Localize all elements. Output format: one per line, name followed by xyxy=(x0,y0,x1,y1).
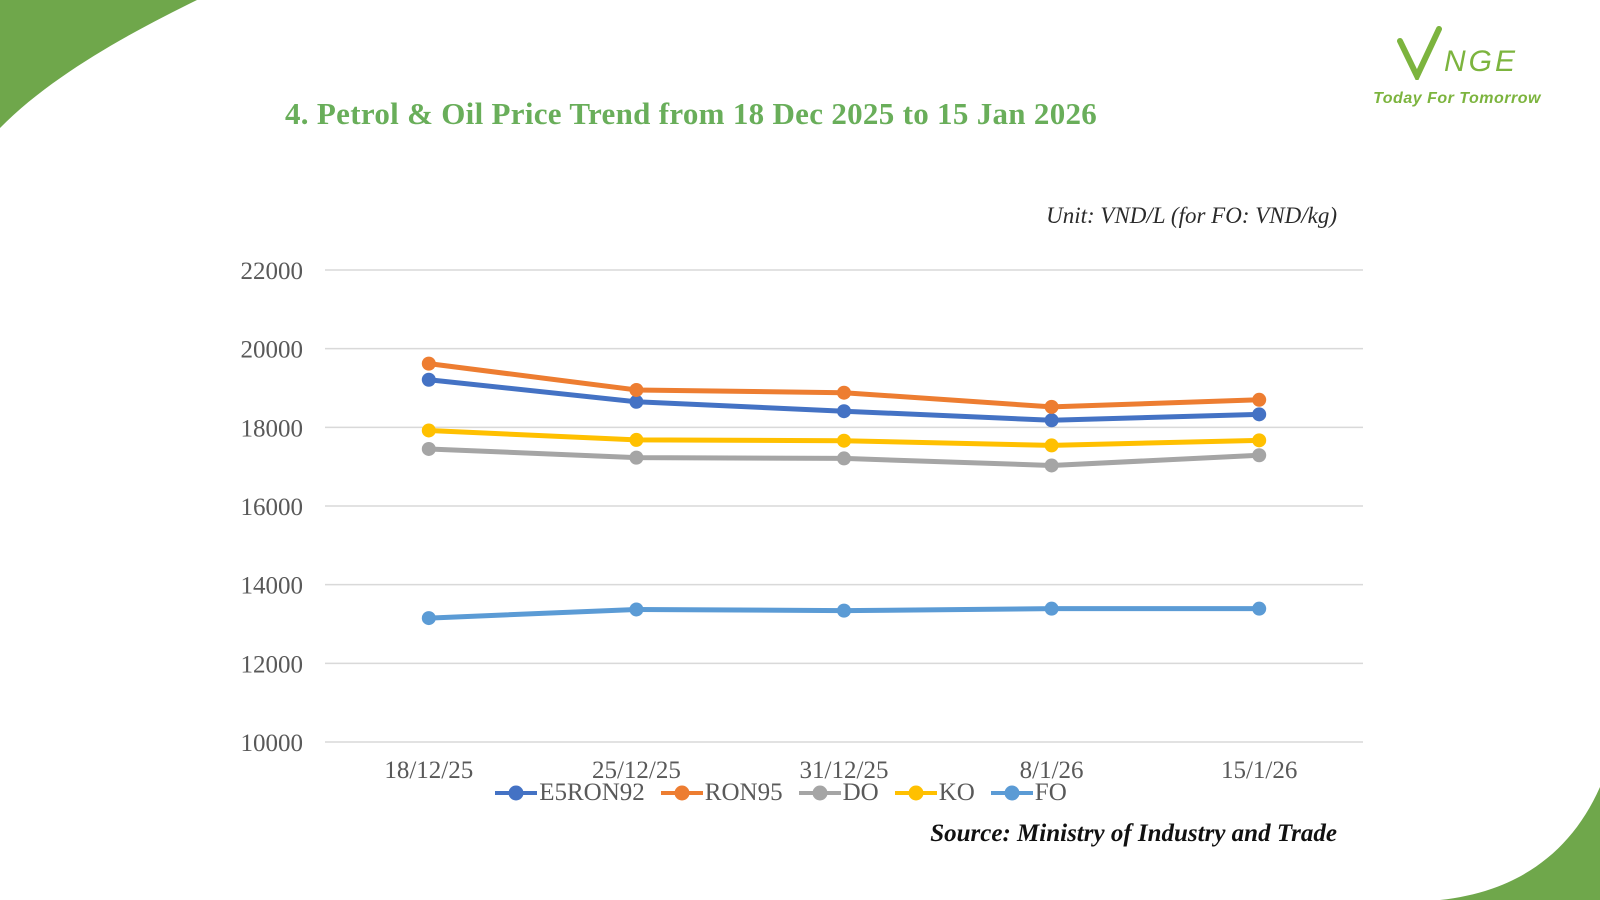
data-point-FO xyxy=(629,602,644,617)
data-point-RON95 xyxy=(629,382,644,397)
x-axis-tick-label: 15/1/26 xyxy=(1221,757,1297,784)
x-axis-tick-label: 31/12/25 xyxy=(800,757,889,784)
y-axis-tick-label: 14000 xyxy=(241,573,304,600)
legend-label-FO: FO xyxy=(1034,779,1067,806)
legend-marker-E5RON92 xyxy=(495,785,538,801)
data-point-RON95 xyxy=(421,356,436,371)
data-point-FO xyxy=(837,603,851,618)
legend-marker-DO xyxy=(798,785,841,801)
data-point-E5RON92 xyxy=(837,404,851,419)
data-point-DO xyxy=(629,450,644,465)
legend-marker-RON95 xyxy=(660,785,703,801)
data-point-DO xyxy=(1252,448,1267,463)
logo-brand-text: NGE xyxy=(1443,45,1518,78)
data-point-KO xyxy=(421,423,436,438)
legend-item-KO: KO xyxy=(894,779,983,807)
y-axis-tick-label: 10000 xyxy=(241,730,304,757)
unit-note: Unit: VND/L (for FO: VND/kg) xyxy=(1046,203,1337,228)
data-point-FO xyxy=(421,611,436,626)
source-note: Source: Ministry of Industry and Trade xyxy=(930,820,1337,847)
y-axis-tick-label: 12000 xyxy=(241,651,304,678)
data-point-DO xyxy=(1044,458,1059,473)
x-axis-tick-label: 8/1/26 xyxy=(1020,757,1084,784)
data-point-FO xyxy=(1044,601,1059,616)
logo-v-icon xyxy=(1396,26,1442,80)
y-axis-tick-label: 22000 xyxy=(241,258,304,285)
legend-marker-KO xyxy=(894,785,937,801)
chart-legend: E5RON92 RON95 DO KO FO xyxy=(170,779,1400,807)
data-point-FO xyxy=(1252,601,1267,616)
legend-label-KO: KO xyxy=(938,779,975,806)
series-line-RON95 xyxy=(426,361,1262,410)
data-point-KO xyxy=(1044,438,1059,453)
data-point-RON95 xyxy=(837,385,851,400)
legend-label-RON95: RON95 xyxy=(704,779,783,806)
data-point-E5RON92 xyxy=(421,372,436,387)
logo-tagline: Today For Tomorrow xyxy=(1373,90,1541,107)
data-point-KO xyxy=(1252,433,1267,448)
x-axis-tick-label: 25/12/25 xyxy=(592,757,681,784)
legend-label-E5RON92: E5RON92 xyxy=(539,779,645,806)
legend-label-DO: DO xyxy=(842,779,879,806)
x-axis-tick-label: 18/12/25 xyxy=(384,757,473,784)
data-point-DO xyxy=(421,441,436,456)
legend-item-FO: FO xyxy=(990,779,1075,807)
chart-title: 4. Petrol & Oil Price Trend from 18 Dec … xyxy=(285,96,1098,131)
vnge-logo: NGE Today For Tomorrow xyxy=(1372,26,1542,108)
legend-item-DO: DO xyxy=(798,779,887,807)
data-point-KO xyxy=(629,432,644,447)
y-axis-tick-label: 20000 xyxy=(241,337,304,364)
legend-item-E5RON92: E5RON92 xyxy=(495,779,653,807)
y-axis-tick-label: 18000 xyxy=(241,415,304,442)
y-axis-tick-label: 16000 xyxy=(241,494,304,521)
data-point-RON95 xyxy=(1252,392,1267,407)
data-point-DO xyxy=(837,451,851,466)
data-point-E5RON92 xyxy=(1044,413,1059,428)
data-point-KO xyxy=(837,433,851,448)
legend-marker-FO xyxy=(990,785,1033,801)
legend-item-RON95: RON95 xyxy=(660,779,791,807)
data-point-E5RON92 xyxy=(629,394,644,409)
data-point-E5RON92 xyxy=(1252,407,1267,422)
data-point-RON95 xyxy=(1044,399,1059,414)
